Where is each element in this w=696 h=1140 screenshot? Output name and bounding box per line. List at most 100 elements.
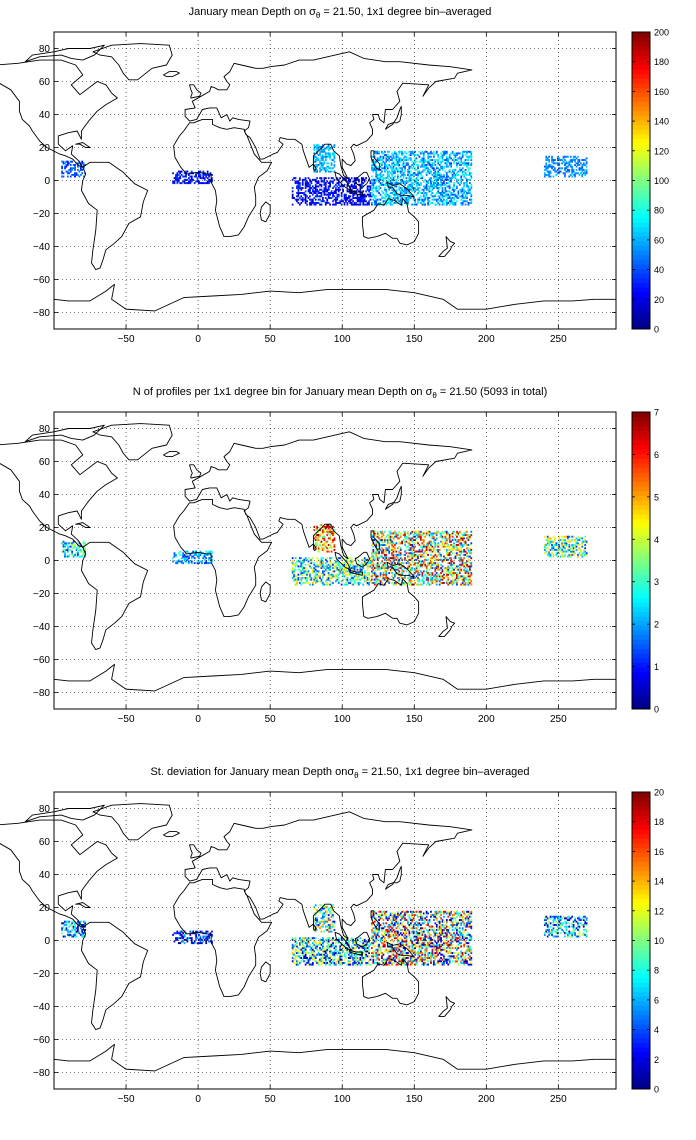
data-cell [336,201,339,204]
data-cell [375,152,378,155]
data-cell [392,545,395,548]
data-cell [571,535,574,538]
data-cell [203,553,206,556]
data-cell [412,187,415,190]
data-cell [314,201,317,204]
data-cell [414,157,416,160]
data-cell [407,535,409,538]
data-cell [421,539,424,541]
data-cell [430,542,432,545]
data-cell [443,165,445,168]
data-cell [572,170,575,173]
data-cell [431,165,434,168]
data-cell [202,935,205,938]
data-cell [326,200,329,203]
data-cell [382,567,385,570]
data-cell [450,164,453,166]
data-cell [200,930,203,933]
data-cell [461,187,464,190]
data-cell [190,175,193,178]
data-cell [369,192,372,194]
data-cell [368,188,370,191]
data-cell [460,563,463,566]
data-cell [382,572,385,574]
data-cell [411,532,414,535]
data-cell [386,180,389,183]
data-cell [421,563,424,566]
data-cell [584,544,587,546]
data-cell [445,567,448,570]
data-cell [457,547,460,550]
data-cell [395,555,398,558]
data-cell [435,152,438,155]
data-cell [343,198,346,201]
data-cell [457,192,460,194]
data-cell [307,577,310,579]
data-cell [291,577,294,579]
colorbar-segment [632,662,650,668]
data-cell [543,544,546,546]
data-cell [179,942,182,945]
data-cell [572,547,575,550]
data-cell [554,170,556,173]
data-cell [438,173,441,176]
data-cell [438,195,441,198]
data-cell [66,542,69,545]
data-cell [362,563,365,566]
data-cell [404,170,406,173]
data-cell [319,563,321,566]
data-cell [385,575,388,578]
data-cell [66,170,69,173]
data-cell [424,187,427,190]
data-cell [388,530,391,533]
data-cell [329,912,331,915]
data-cell [311,185,314,188]
data-cell [385,547,388,550]
data-cell [434,159,437,161]
data-cell [77,552,79,555]
colorbar-segment [632,616,650,622]
data-cell [327,197,330,199]
data-cell [391,548,393,551]
data-cell [375,195,378,198]
data-cell [425,547,428,550]
data-cell [208,180,210,183]
data-cell [577,555,579,558]
data-cell [316,201,319,204]
data-cell [422,535,425,538]
data-cell [313,568,316,571]
data-cell [388,537,391,540]
data-cell [186,937,189,940]
colorbar-segment [632,45,650,51]
coastline-great-britain [189,84,202,99]
data-cell [450,197,453,199]
data-cell [332,567,334,570]
data-cell [467,168,470,171]
data-cell [327,162,330,165]
data-cell [457,577,460,579]
data-cell [564,539,566,541]
data-cell [546,170,549,173]
data-cell [391,159,393,161]
data-cell [81,168,84,171]
data-cell [381,162,383,165]
data-cell [386,175,389,178]
data-cell [383,570,386,573]
data-cell [434,558,437,561]
colorbar-segment [632,203,650,209]
data-cell [316,537,319,540]
data-cell [316,924,319,926]
data-cell [461,200,464,203]
data-cell [552,175,555,178]
data-cell [450,550,453,553]
data-cell [78,170,81,173]
data-cell [425,164,428,166]
data-cell [422,552,425,555]
title-text: January mean Depth on [188,6,310,18]
colorbar-segment [632,579,650,585]
data-cell [375,170,378,173]
data-cell [296,200,298,203]
data-cell [78,555,81,558]
coastline-antarctica [53,663,616,692]
data-cell [396,162,399,165]
